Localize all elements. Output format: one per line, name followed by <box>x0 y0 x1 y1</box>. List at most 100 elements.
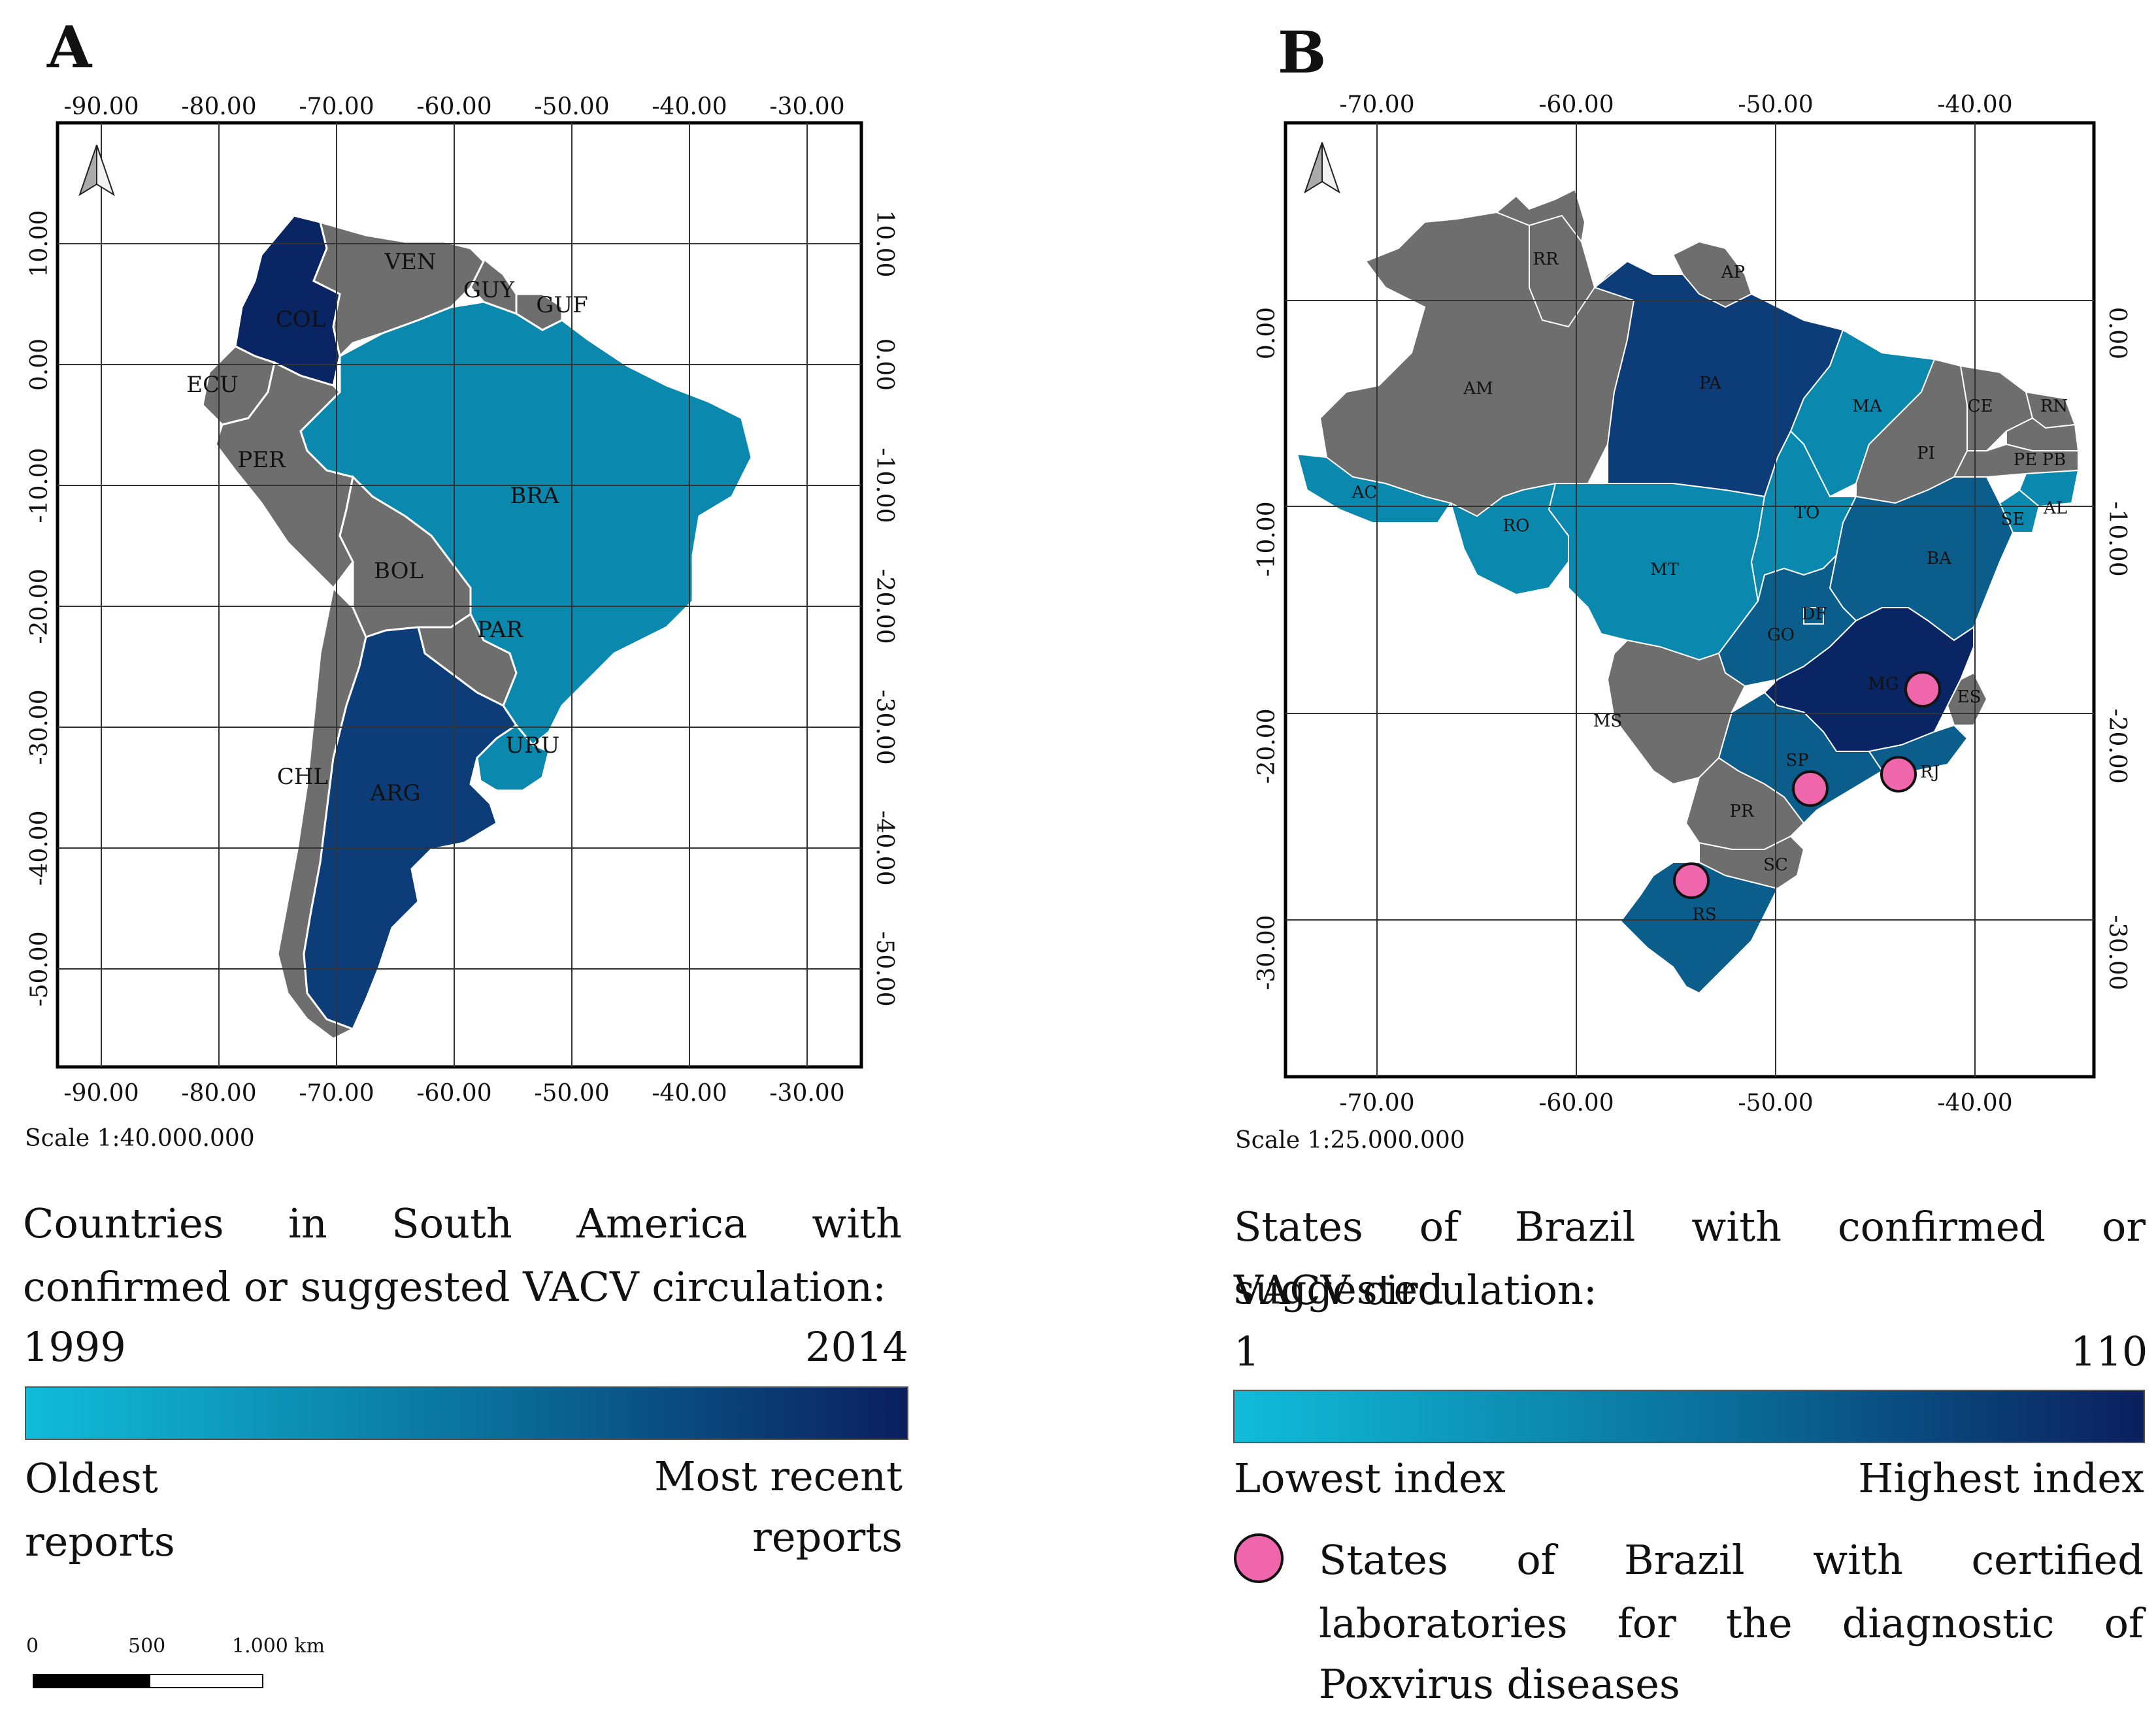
panel-b-north-arrow-icon <box>1304 142 1340 194</box>
a-xtick-bot-2: -70.00 <box>299 1080 374 1107</box>
a-ytick-left-0: 10.00 <box>26 210 53 277</box>
state-rr[interactable] <box>1495 188 1596 328</box>
country-guy[interactable] <box>469 247 518 316</box>
country-uru[interactable] <box>476 724 550 792</box>
panel-a-range-max: 2014 <box>805 1323 908 1371</box>
state-rs[interactable] <box>1619 862 1779 994</box>
panel-b-range-max: 110 <box>2070 1328 2148 1375</box>
label-ba: BA <box>1927 549 1952 568</box>
panel-b-map: -70.00 -60.00 -50.00 -40.00 -70.00 -60.0… <box>1253 91 2131 1117</box>
label-ce: CE <box>1968 397 1993 416</box>
panel-b-legend-title-line1: States of Brazil with confirmed or sugge… <box>1234 1203 2146 1314</box>
a-xtick-bot-4: -50.00 <box>534 1080 609 1107</box>
a-ytick-right-6: -50.00 <box>871 931 898 1006</box>
a-xtick-bot-6: -30.00 <box>769 1080 844 1107</box>
panel-a-scale: Scale 1:40.000.000 <box>25 1125 255 1152</box>
a-ytick-right-0: 10.00 <box>871 210 898 277</box>
lab-legend-line1: States of Brazil with certified <box>1319 1536 2144 1584</box>
a-xtick-top-6: -30.00 <box>769 93 844 120</box>
a-ytick-right-2: -10.00 <box>871 448 898 523</box>
b-ytick-left-2: -20.00 <box>1253 708 1280 783</box>
label-par: PAR <box>477 617 523 643</box>
label-mt: MT <box>1650 560 1680 580</box>
label-se: SE <box>2001 510 2025 529</box>
country-ven[interactable] <box>312 220 485 358</box>
km-tick-0: 0 <box>26 1635 39 1658</box>
label-ecu: ECU <box>186 372 239 398</box>
b-xtick-bot-2: -50.00 <box>1738 1090 1813 1117</box>
b-ytick-right-3: -30.00 <box>2104 915 2131 990</box>
b-xtick-bot-3: -40.00 <box>1937 1090 2012 1117</box>
label-chl: CHL <box>277 764 328 790</box>
label-go: GO <box>1767 625 1795 645</box>
b-xtick-top-3: -40.00 <box>1937 91 2012 118</box>
state-df[interactable] <box>1803 607 1824 625</box>
a-xtick-top-0: -90.00 <box>63 93 139 120</box>
label-es: ES <box>1957 687 1982 707</box>
a-xtick-bot-3: -60.00 <box>416 1080 491 1107</box>
panel-b-legend-title-line2: VACV circulation: <box>1234 1266 1597 1314</box>
km-scale-bar-black <box>33 1674 150 1688</box>
panel-a-color-ramp <box>25 1386 908 1440</box>
b-ytick-right-0: 0.00 <box>2104 307 2131 359</box>
country-guf[interactable] <box>515 293 563 331</box>
label-sp: SP <box>1785 751 1808 770</box>
a-xtick-top-1: -80.00 <box>181 93 256 120</box>
km-tick-1000: 1.000 km <box>232 1635 325 1658</box>
lab-marker-sp[interactable] <box>1792 770 1829 807</box>
label-bra: BRA <box>510 483 559 509</box>
b-xtick-top-1: -60.00 <box>1538 91 1614 118</box>
label-ap: AP <box>1721 263 1745 282</box>
panel-a-high-label-2: reports <box>752 1513 903 1561</box>
label-rn: RN <box>2040 397 2068 416</box>
panel-b-letter: B <box>1278 18 1327 86</box>
a-ytick-left-3: -20.00 <box>26 568 53 644</box>
label-ma: MA <box>1852 397 1883 416</box>
b-ytick-left-3: -30.00 <box>1253 915 1280 990</box>
b-ytick-left-0: 0.00 <box>1253 307 1280 359</box>
a-ytick-left-1: 0.00 <box>26 338 53 391</box>
label-rs: RS <box>1692 905 1716 924</box>
lab-legend-marker-icon <box>1234 1533 1284 1583</box>
label-bol: BOL <box>374 558 423 584</box>
label-col: COL <box>276 306 325 333</box>
panel-a-legend-title-line1: Countries in South America with <box>23 1200 902 1247</box>
label-pr: PR <box>1729 802 1754 821</box>
label-arg: ARG <box>369 780 420 806</box>
state-pr[interactable] <box>1685 757 1805 850</box>
b-xtick-bot-1: -60.00 <box>1538 1090 1614 1117</box>
label-sc: SC <box>1763 855 1788 875</box>
km-tick-500: 500 <box>128 1635 166 1658</box>
panel-b-high-label: Highest index <box>1858 1454 2144 1502</box>
label-ro: RO <box>1503 516 1530 536</box>
panel-b-scale: Scale 1:25.000.000 <box>1235 1127 1465 1154</box>
lab-marker-rj[interactable] <box>1880 756 1917 793</box>
a-ytick-right-1: 0.00 <box>871 338 898 391</box>
a-xtick-top-4: -50.00 <box>534 93 609 120</box>
panel-b-graticule <box>1285 123 2094 1077</box>
a-ytick-right-4: -30.00 <box>871 689 898 764</box>
panel-a-range-min: 1999 <box>23 1323 126 1371</box>
label-uru: URU <box>506 732 560 759</box>
label-rj: RJ <box>1920 762 1940 782</box>
panel-b-range-min: 1 <box>1234 1328 1260 1375</box>
label-df: DF <box>1802 604 1827 624</box>
lab-marker-mg[interactable] <box>1904 671 1941 708</box>
a-xtick-top-3: -60.00 <box>416 93 491 120</box>
state-es[interactable] <box>1946 672 1988 726</box>
lab-marker-rs[interactable] <box>1673 862 1710 899</box>
panel-a-map: -90.00 -80.00 -70.00 -60.00 -50.00 -40.0… <box>26 93 898 1107</box>
label-pa: PA <box>1699 374 1722 393</box>
a-xtick-bot-1: -80.00 <box>181 1080 256 1107</box>
km-scale-bar-white <box>149 1674 263 1688</box>
lab-legend-line3: Poxvirus diseases <box>1319 1660 1680 1708</box>
b-xtick-bot-0: -70.00 <box>1339 1090 1414 1117</box>
country-per[interactable] <box>214 361 354 590</box>
panel-a-graticule <box>58 123 861 1067</box>
state-al[interactable] <box>2018 469 2080 508</box>
a-ytick-left-2: -10.00 <box>26 448 53 523</box>
a-ytick-left-5: -40.00 <box>26 810 53 885</box>
lab-legend-line2: laboratories for the diagnostic of <box>1319 1599 2144 1647</box>
b-ytick-right-2: -20.00 <box>2104 708 2131 783</box>
